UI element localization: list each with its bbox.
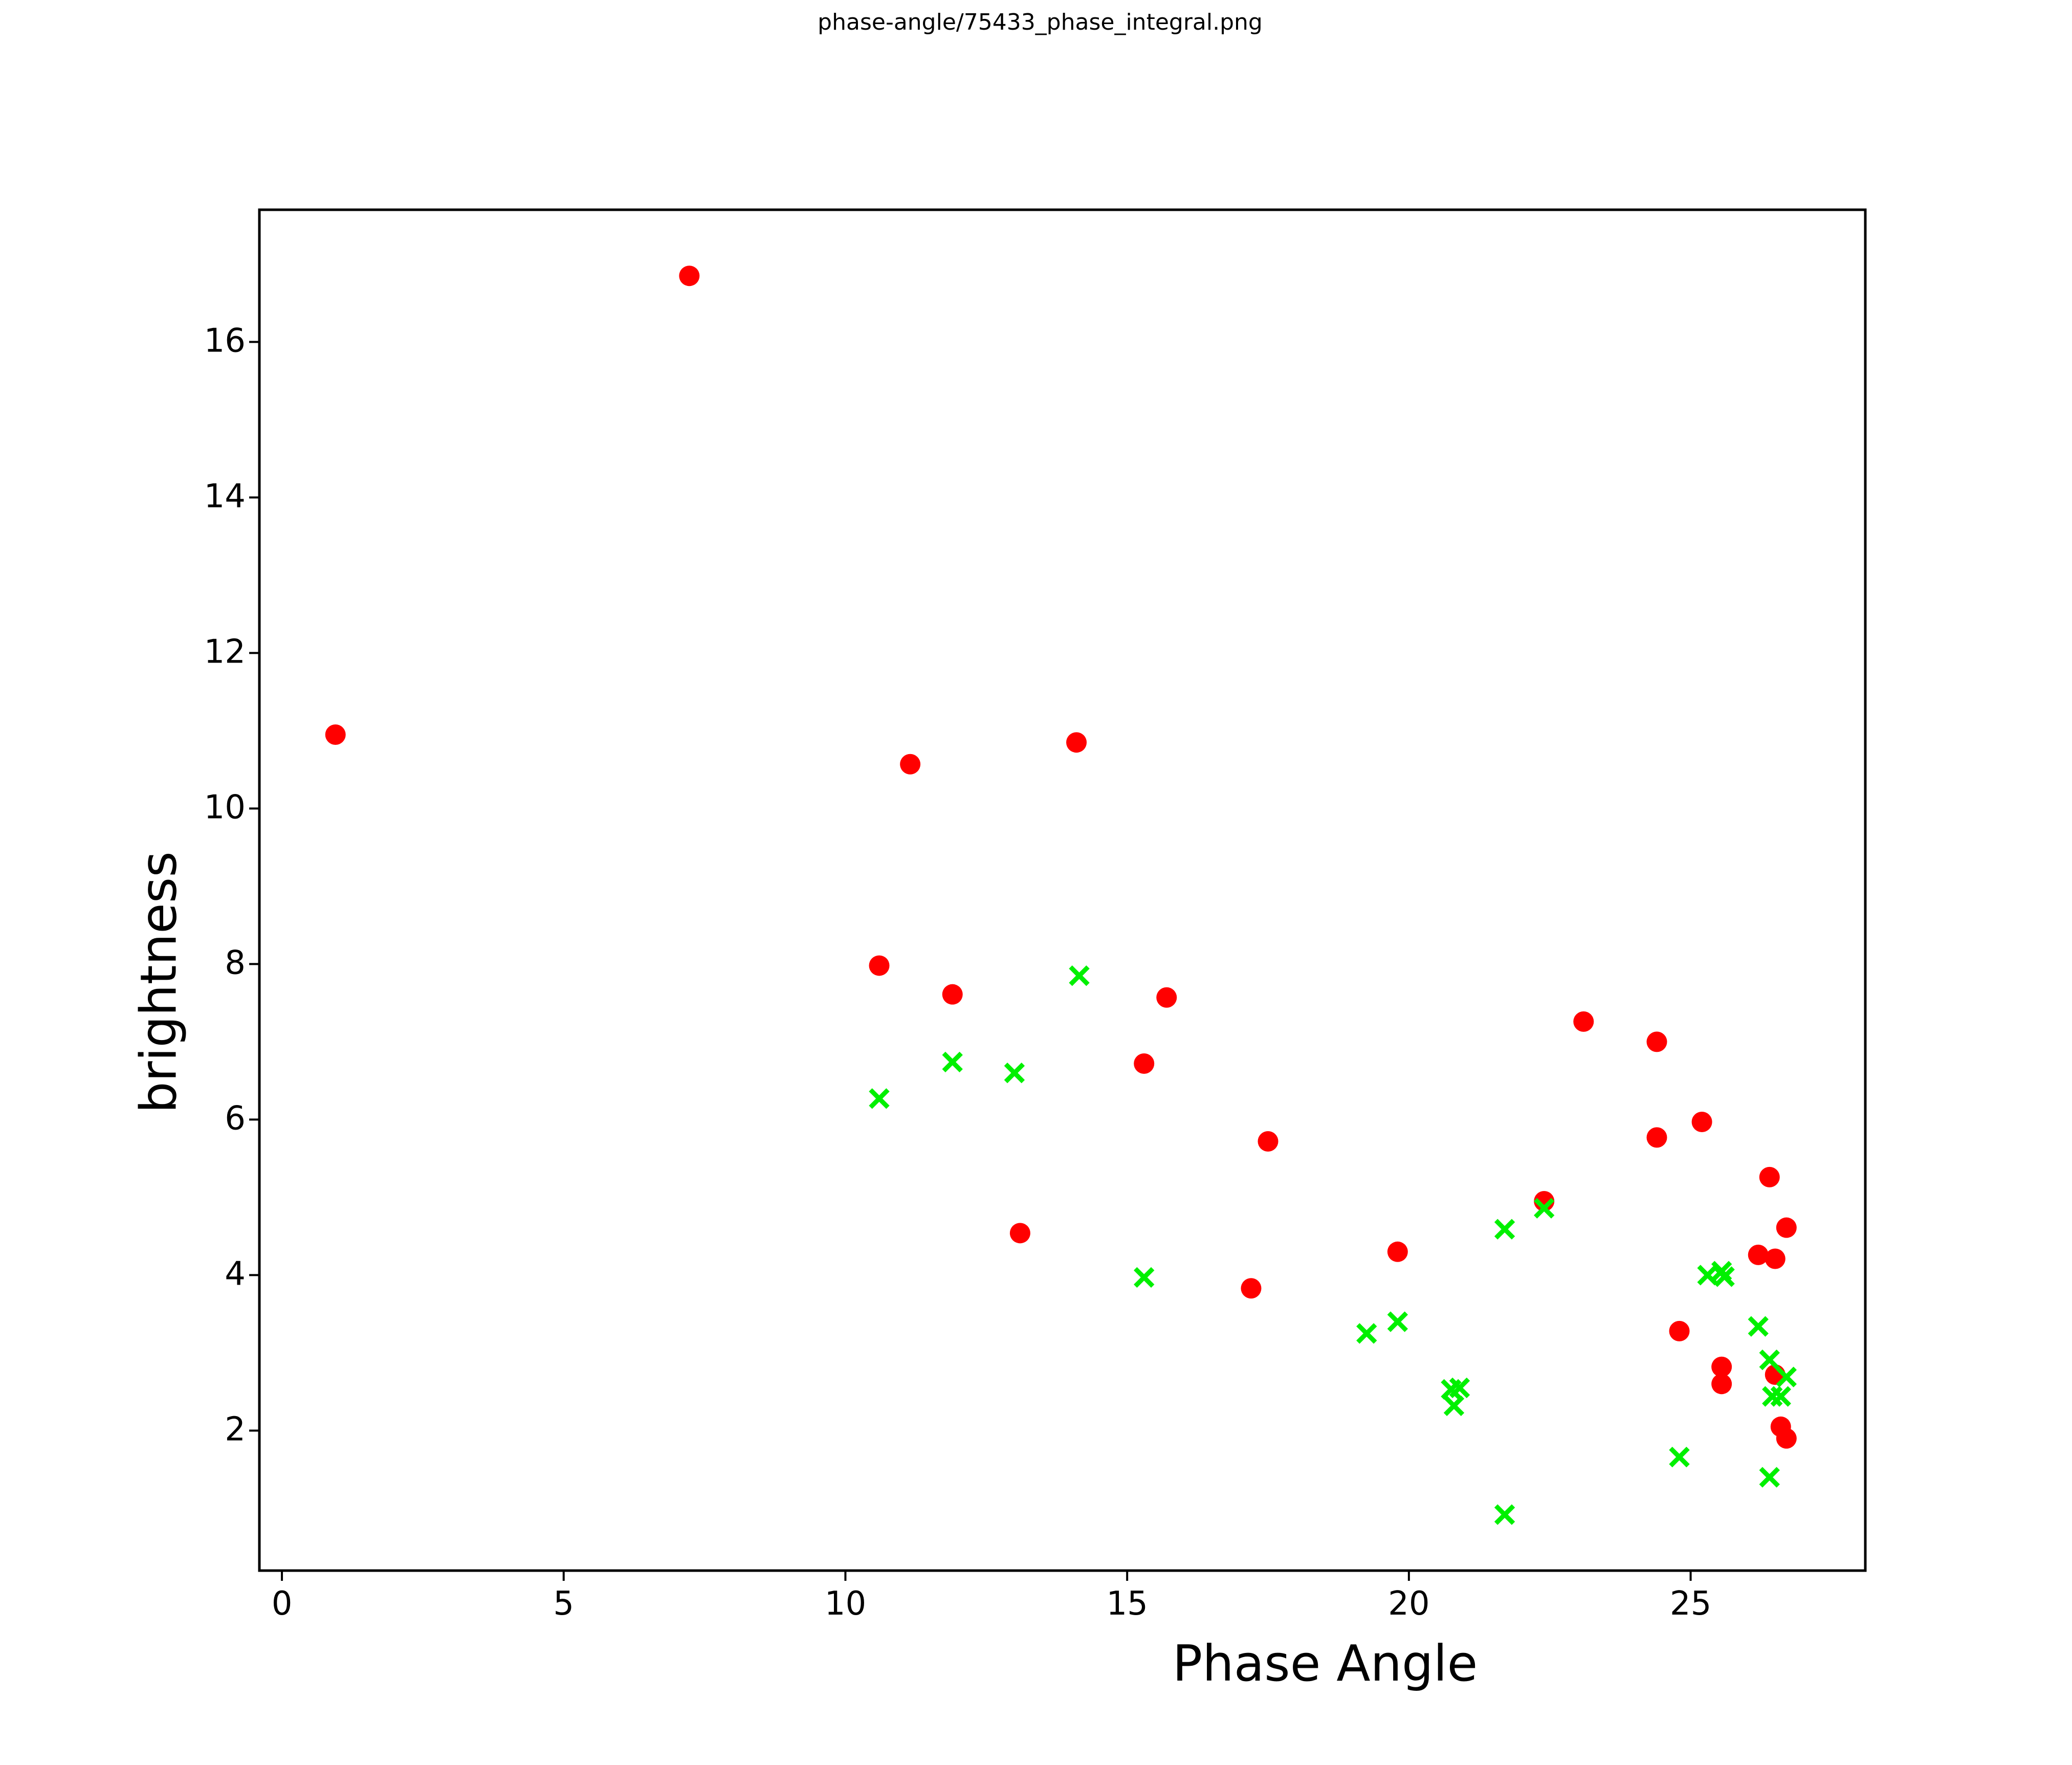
data-point-green-crosses [1669, 1446, 1690, 1468]
data-point-green-crosses [1770, 1386, 1791, 1407]
data-point-green-crosses [1443, 1395, 1465, 1416]
data-point-red-circles [1258, 1131, 1279, 1152]
data-point-green-crosses [1776, 1366, 1797, 1387]
data-point-red-circles [1156, 987, 1177, 1008]
data-point-green-crosses [1387, 1311, 1408, 1332]
y-tick-label: 12 [204, 633, 246, 671]
x-tick-label: 0 [271, 1585, 293, 1623]
plot-spines [258, 208, 1867, 1572]
y-tick-label: 8 [225, 944, 246, 982]
chart-title: phase-angle/75433_phase_integral.png [818, 9, 1263, 35]
data-point-green-crosses [1494, 1219, 1515, 1240]
data-point-red-circles [1765, 1248, 1786, 1269]
data-point-green-crosses [869, 1088, 890, 1109]
data-point-red-circles [1711, 1356, 1732, 1377]
x-tick-label: 5 [553, 1585, 575, 1623]
data-point-green-crosses [1134, 1267, 1155, 1288]
y-tick-label: 6 [225, 1099, 246, 1138]
y-tick-label: 4 [225, 1255, 246, 1293]
data-point-red-circles [1134, 1053, 1155, 1074]
data-point-green-crosses [1697, 1265, 1718, 1286]
data-point-green-crosses [1449, 1377, 1470, 1398]
x-axis-label: Phase Angle [1172, 1635, 1478, 1692]
data-point-red-circles [1646, 1127, 1667, 1148]
x-tick-label: 20 [1388, 1585, 1430, 1623]
y-axis-label: brightness [129, 851, 188, 1113]
y-tick-label: 14 [204, 477, 246, 516]
data-point-green-crosses [1748, 1316, 1769, 1337]
data-point-green-crosses [1714, 1266, 1735, 1287]
data-point-red-circles [900, 754, 921, 775]
data-point-red-circles [1748, 1244, 1769, 1265]
data-point-green-crosses [1494, 1504, 1515, 1525]
data-point-green-crosses [1759, 1349, 1780, 1371]
data-point-red-circles [1669, 1320, 1690, 1341]
data-point-red-circles [1759, 1166, 1780, 1187]
data-point-red-circles [1066, 732, 1087, 753]
data-point-red-circles [1387, 1241, 1408, 1262]
data-point-red-circles [942, 984, 963, 1005]
data-point-red-circles [1646, 1031, 1667, 1052]
data-point-red-circles [1009, 1223, 1030, 1244]
y-tick-label: 2 [225, 1410, 246, 1449]
data-point-red-circles [325, 724, 346, 745]
x-tick-label: 15 [1106, 1585, 1148, 1623]
x-tick-label: 25 [1669, 1585, 1712, 1623]
data-point-green-crosses [1004, 1063, 1025, 1084]
data-point-red-circles [1241, 1278, 1262, 1299]
data-point-green-crosses [1069, 965, 1090, 986]
data-point-green-crosses [942, 1051, 963, 1073]
data-point-red-circles [1691, 1111, 1712, 1132]
y-tick-label: 16 [204, 322, 246, 360]
y-tick-label: 10 [204, 788, 246, 827]
data-point-green-crosses [1759, 1467, 1780, 1488]
x-tick-label: 10 [824, 1585, 867, 1623]
data-point-red-circles [679, 266, 700, 286]
data-point-red-circles [1776, 1217, 1797, 1238]
data-point-green-crosses [1356, 1323, 1377, 1344]
data-point-red-circles [1776, 1428, 1797, 1449]
data-point-green-crosses [1534, 1198, 1555, 1219]
data-point-red-circles [869, 955, 890, 976]
data-point-red-circles [1573, 1011, 1594, 1032]
data-point-red-circles [1711, 1374, 1732, 1395]
